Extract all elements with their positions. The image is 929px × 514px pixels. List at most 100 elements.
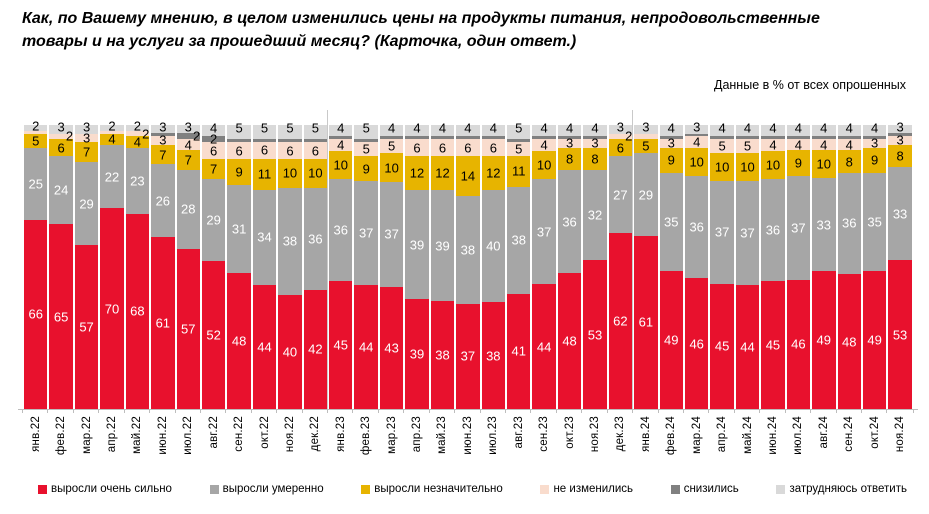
value-label: 4 <box>388 120 396 136</box>
value-label: 4 <box>413 120 421 136</box>
bar-май.24: 4 5 10 37 44 май.24 <box>733 121 760 454</box>
segment-unchanged <box>634 133 658 140</box>
segment-decreased <box>761 136 785 140</box>
bar-stack: 4 3 8 32 53 <box>583 121 607 410</box>
x-axis-label: окт.24 <box>868 416 881 449</box>
legend-item-dk: затрудняюсь ответить <box>776 483 907 495</box>
bars-area: 2 5 25 66 янв.22 3 2 6 24 65 фев.22 3 3 7 29 57 мар.22 2 4… <box>18 110 918 455</box>
value-label: 53 <box>587 327 603 342</box>
bar-июл.23: 4 6 12 40 38 июл.23 <box>479 121 506 455</box>
x-axis-label: май.22 <box>131 416 144 454</box>
value-label: 4 <box>184 137 192 153</box>
value-label: 4 <box>489 120 497 136</box>
value-label: 11 <box>257 166 272 182</box>
value-label: 10 <box>384 160 399 176</box>
value-label: 10 <box>333 157 348 173</box>
bar-stack: 4 5 10 37 45 <box>710 121 734 409</box>
value-label: 5 <box>286 120 294 136</box>
segment-moderate: 27 <box>608 156 633 233</box>
segment-strong: 42 <box>303 289 328 410</box>
segment-dk: 5 <box>303 122 328 140</box>
value-label: 6 <box>489 140 497 155</box>
segment-dk: 4 <box>532 121 556 137</box>
segment-dk: 4 <box>329 121 353 137</box>
segment-strong: 38 <box>430 301 455 410</box>
segment-moderate: 37 <box>354 181 378 286</box>
segment-moderate: 38 <box>278 187 302 296</box>
segment-unchanged: 6 <box>456 139 480 157</box>
segment-strong: 41 <box>507 293 531 409</box>
bar-сен.23: 4 4 10 37 44 сен.23 <box>530 121 556 452</box>
segment-decreased <box>329 136 353 140</box>
bar-авг.24: 4 4 10 33 49 авг.24 <box>810 121 836 448</box>
segment-dk: 4 <box>379 121 404 137</box>
value-label: 5 <box>362 120 370 136</box>
segment-dk: 5 <box>354 120 378 140</box>
segment-strong: 61 <box>634 235 658 409</box>
segment-unchanged: 4 <box>684 134 709 150</box>
bar-stack: 5 6 11 34 44 <box>252 122 277 410</box>
segment-unchanged: 4 <box>176 137 200 153</box>
x-axis-label: апр.22 <box>105 416 118 453</box>
value-label: 36 <box>333 222 348 238</box>
value-label: 45 <box>714 338 730 354</box>
value-label: 10 <box>816 156 832 172</box>
segment-dk: 4 <box>456 121 480 137</box>
segment-moderate: 38 <box>456 196 480 304</box>
value-label: 4 <box>693 134 701 150</box>
x-axis-label: янв.22 <box>29 416 42 452</box>
segment-unchanged: 3 <box>862 137 887 150</box>
segment-dk: 5 <box>252 122 277 140</box>
value-label: 46 <box>791 336 806 352</box>
segment-unchanged: 5 <box>507 141 531 156</box>
segment-slight: 12 <box>430 156 455 191</box>
value-label: 6 <box>616 140 625 156</box>
x-axis-label: янв.24 <box>639 416 652 452</box>
value-label: 37 <box>714 224 730 240</box>
segment-decreased <box>659 136 683 140</box>
segment-dk: 4 <box>812 121 836 137</box>
value-label: 4 <box>794 120 802 136</box>
segment-moderate: 38 <box>507 186 531 294</box>
bar-stack: 4 6 14 38 37 <box>456 121 480 410</box>
value-label: 52 <box>206 327 221 343</box>
value-label: 5 <box>32 133 40 149</box>
segment-unchanged: 5 <box>354 141 378 156</box>
segment-strong: 37 <box>456 303 480 410</box>
legend-swatch-icon <box>670 484 680 494</box>
segment-slight: 9 <box>227 159 251 185</box>
segment-moderate: 37 <box>532 178 556 285</box>
value-label: 44 <box>257 339 272 355</box>
value-label: 4 <box>820 137 828 153</box>
value-label: 5 <box>515 120 523 136</box>
segment-decreased <box>456 136 480 140</box>
segment-slight: 9 <box>354 155 378 182</box>
segment-dk: 3 <box>176 121 200 134</box>
axis-tick <box>913 409 914 413</box>
segment-decreased <box>507 139 531 142</box>
segment-moderate: 26 <box>151 164 175 238</box>
value-label: 9 <box>871 152 879 168</box>
value-label: 6 <box>57 140 65 156</box>
value-label: 3 <box>896 119 904 135</box>
value-label: 12 <box>409 165 425 181</box>
segment-strong: 38 <box>481 302 506 409</box>
x-axis-label: мар.24 <box>690 416 703 454</box>
value-label: 41 <box>511 343 526 359</box>
value-label: 42 <box>308 341 323 357</box>
value-label: 46 <box>689 336 704 352</box>
segment-unchanged: 3 <box>659 137 683 150</box>
segment-decreased <box>303 139 328 143</box>
segment-unchanged: 4 <box>532 138 556 151</box>
segment-unchanged: 6 <box>252 141 277 159</box>
value-label: 12 <box>486 165 501 181</box>
value-label: 9 <box>362 161 370 177</box>
value-label: 6 <box>311 143 319 159</box>
bar-stack: 4 4 9 37 46 <box>786 121 811 410</box>
value-label: 57 <box>181 321 196 337</box>
segment-unchanged: 3 <box>888 134 912 147</box>
bar-stack: 3 2 6 24 65 <box>49 121 73 409</box>
value-label: 5 <box>743 138 752 154</box>
bar-stack: 5 5 11 38 41 <box>507 120 531 409</box>
